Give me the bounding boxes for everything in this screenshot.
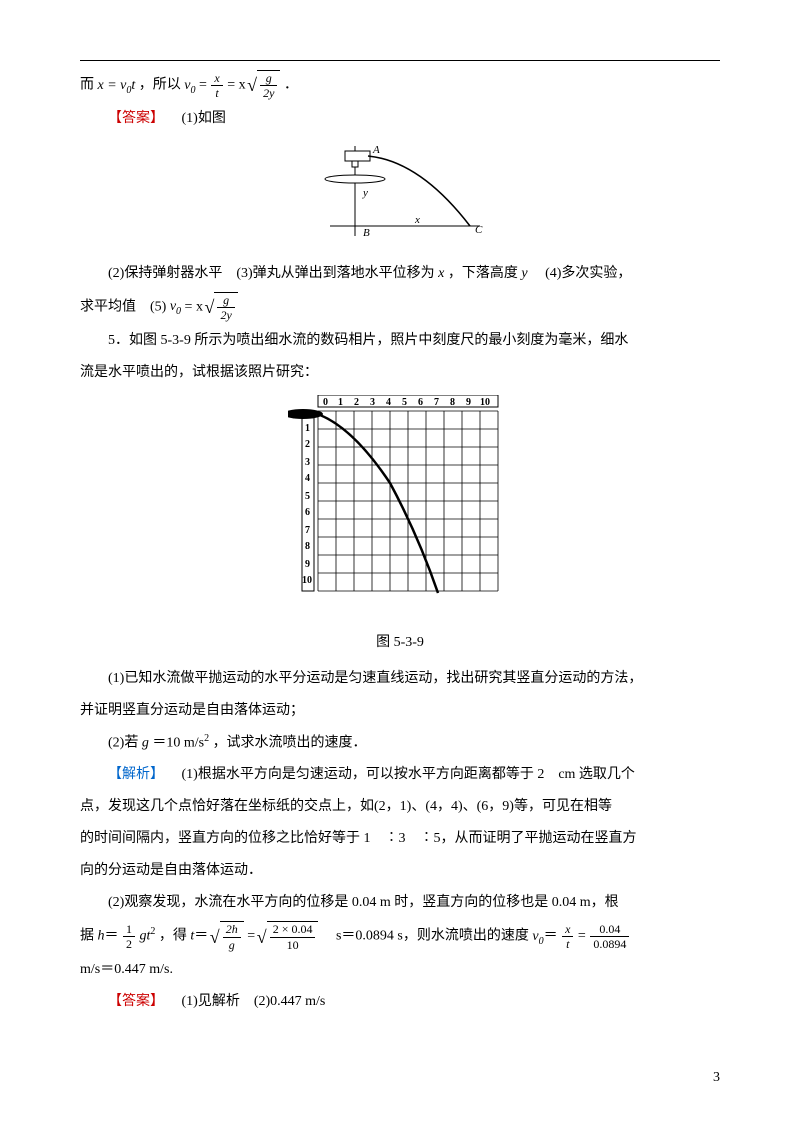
answer-1-parts: (2)保持弹射器水平 (3)弹丸从弹出到落地水平位移为 x ，下落高度 y (4… [80, 260, 720, 288]
eq-v0c: v0 [532, 929, 543, 944]
projectile-diagram: A B C x y [300, 141, 500, 241]
eq-v0b: v0 [170, 299, 181, 314]
grid-figure: 0 1 2 3 4 5 6 7 8 9 10 1 2 3 4 5 6 7 8 9… [288, 395, 513, 610]
sqrt-g-2y-b: g2y [206, 292, 237, 323]
q5-sub1-line1: (1)已知水流做平抛运动的水平分运动是匀速直线运动，找出研究其竖直分运动的方法， [80, 665, 720, 693]
eq-x: x = v0t [98, 78, 136, 93]
svg-text:3: 3 [370, 397, 375, 408]
text-pre: 而 [80, 78, 98, 93]
svg-text:7: 7 [434, 397, 439, 408]
analysis-label: 【解析】 [108, 767, 164, 782]
frac-x-t: xt [211, 71, 222, 101]
answer-1-title: 【答案】 (1)如图 [80, 105, 720, 133]
question-5-line1: 5．如图 5-3-9 所示为喷出细水流的数码相片，照片中刻度尺的最小刻度为毫米，… [80, 327, 720, 355]
svg-text:4: 4 [305, 473, 310, 484]
svg-text:6: 6 [305, 507, 310, 518]
svg-text:7: 7 [305, 525, 310, 536]
frac-x-t-b: xt [562, 922, 573, 952]
svg-text:1: 1 [338, 397, 343, 408]
header-rule [80, 60, 720, 61]
analysis-line7: m/s＝0.447 m/s. [80, 956, 720, 984]
sqrt-calc: 2 × 0.0410 [259, 921, 319, 952]
frac-result: 0.040.0894 [590, 922, 629, 952]
answer-1-part5: 求平均值 (5) v0 = x g2y [80, 292, 720, 323]
svg-text:10: 10 [302, 575, 312, 586]
svg-text:5: 5 [305, 491, 310, 502]
grid-figure-container: 0 1 2 3 4 5 6 7 8 9 10 1 2 3 4 5 6 7 8 9… [80, 395, 720, 621]
svg-text:9: 9 [466, 397, 471, 408]
figure-caption: 图 5-3-9 [80, 629, 720, 657]
svg-text:3: 3 [305, 457, 310, 468]
svg-text:9: 9 [305, 559, 310, 570]
label-A: A [372, 144, 380, 156]
equation-line-1: 而 x = v0t ，所以 v0 = xt = x g2y ． [80, 70, 720, 101]
analysis-line5: (2)观察发现，水流在水平方向的位移是 0.04 m 时，竖直方向的位移也是 0… [80, 889, 720, 917]
calculation-line: 据 h＝ 12 gt2 ，得 t＝ 2hg = 2 × 0.0410 s＝0.0… [80, 921, 720, 952]
text-mid: ，所以 [139, 78, 185, 93]
svg-text:2: 2 [354, 397, 359, 408]
eq-v0: v0 [184, 78, 195, 93]
label-y: y [362, 187, 368, 199]
analysis-line1: 【解析】 (1)根据水平方向是匀速运动，可以按水平方向距离都等于 2 cm 选取… [80, 761, 720, 789]
q5-sub2: (2)若 g ＝10 m/s2 ，试求水流喷出的速度． [80, 729, 720, 758]
q5-sub1-line2: 并证明竖直分运动是自由落体运动； [80, 697, 720, 725]
svg-text:0: 0 [323, 397, 328, 408]
frac-half: 12 [123, 922, 135, 952]
answer-1-text: (1)如图 [168, 111, 226, 126]
label-B: B [363, 227, 370, 239]
diagram-1-container: A B C x y [80, 141, 720, 252]
answer-label: 【答案】 [108, 111, 164, 126]
label-x: x [414, 214, 420, 226]
sqrt-2h-g: 2hg [212, 921, 244, 952]
svg-text:10: 10 [480, 397, 490, 408]
answer-2: 【答案】 (1)见解析 (2)0.447 m/s [80, 988, 720, 1016]
svg-text:5: 5 [402, 397, 407, 408]
analysis-line4: 向的分运动是自由落体运动． [80, 857, 720, 885]
question-5-line2: 流是水平喷出的，试根据该照片研究： [80, 359, 720, 387]
sqrt-g-2y: g2y [249, 70, 280, 101]
svg-text:8: 8 [450, 397, 455, 408]
svg-text:1: 1 [305, 423, 310, 434]
svg-text:6: 6 [418, 397, 423, 408]
svg-text:8: 8 [305, 541, 310, 552]
svg-text:4: 4 [386, 397, 391, 408]
label-C: C [475, 224, 483, 236]
analysis-line3: 的时间间隔内，竖直方向的位移之比恰好等于 1 ∶3 ∶5，从而证明了平抛运动在竖… [80, 825, 720, 853]
page-number: 3 [713, 1064, 720, 1092]
svg-text:2: 2 [305, 439, 310, 450]
analysis-line2: 点，发现这几个点恰好落在坐标纸的交点上，如(2，1)、(4，4)、(6，9)等，… [80, 793, 720, 821]
answer-label-2: 【答案】 [108, 994, 164, 1009]
